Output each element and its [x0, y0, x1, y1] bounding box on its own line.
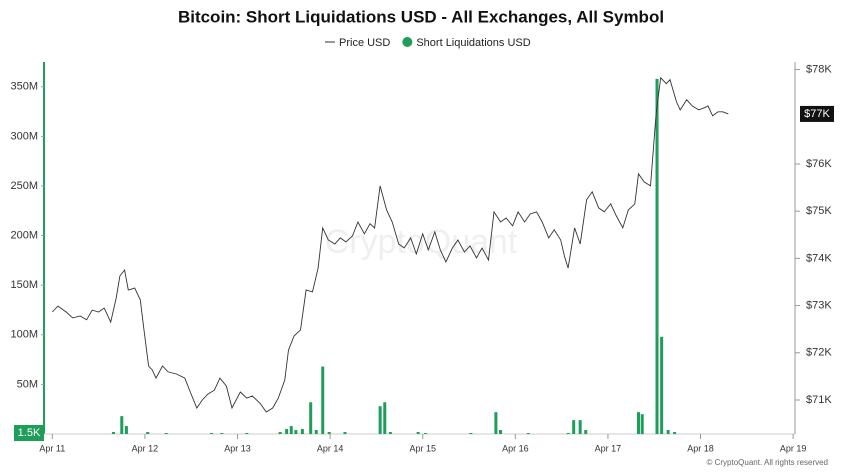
legend-label: Price USD	[339, 37, 390, 49]
bar	[314, 430, 318, 434]
footer: © CryptoQuant. All rights reserved	[707, 458, 829, 467]
legend-dot	[402, 37, 413, 47]
bar	[640, 414, 644, 434]
liquidation-badge-label: 1.5K	[18, 427, 41, 439]
bar	[655, 78, 659, 434]
y-tick-label: 300M	[10, 130, 38, 142]
y-tick-label: 350M	[10, 81, 38, 93]
bar	[210, 433, 214, 434]
bar	[660, 336, 664, 434]
legend-label: Short Liquidations USD	[416, 37, 530, 49]
bar	[111, 432, 115, 434]
x-tick-label: Apr 11	[39, 443, 65, 453]
x-tick-label: Apr 15	[409, 443, 436, 453]
legend: Price USD Short Liquidations USD	[325, 37, 531, 49]
bar	[584, 430, 588, 434]
bar	[578, 420, 582, 434]
x-tick-label: Apr 12	[132, 443, 159, 453]
y2-tick-label: $76K	[806, 158, 832, 170]
bar	[285, 429, 289, 434]
x-tick-label: Apr 19	[780, 443, 807, 453]
bar	[499, 430, 503, 434]
y2-tick-label: $73K	[806, 300, 832, 312]
bar	[220, 433, 224, 434]
bar	[416, 432, 420, 434]
bar	[637, 412, 641, 434]
bar	[673, 432, 677, 434]
bar	[309, 402, 313, 434]
bar	[245, 433, 249, 434]
y-tick-label: 100M	[10, 329, 38, 341]
y-tick-label: 150M	[10, 279, 38, 291]
bar	[388, 432, 392, 434]
bar	[383, 402, 387, 434]
bar	[378, 406, 382, 434]
bar	[566, 433, 570, 434]
price-badge	[800, 105, 834, 122]
x-tick-label: Apr 17	[595, 443, 622, 453]
y2-tick-label: $71K	[806, 394, 832, 406]
bar	[124, 426, 128, 434]
x-tick-label: Apr 18	[687, 443, 714, 453]
bar	[164, 433, 168, 434]
bar	[526, 433, 530, 434]
bar	[494, 412, 498, 434]
bar	[424, 433, 428, 434]
y-tick-label: 250M	[10, 180, 38, 192]
bar	[294, 430, 298, 434]
x-tick-label: Apr 16	[502, 443, 529, 453]
bar	[327, 432, 331, 434]
bar	[120, 416, 124, 434]
bar	[278, 432, 282, 434]
y2-tick-label: $78K	[806, 63, 832, 75]
y2-tick-label: $72K	[806, 347, 832, 359]
bar	[146, 432, 150, 434]
liquidation-badge	[14, 425, 44, 441]
bar	[666, 430, 670, 434]
y2-tick-label: $74K	[806, 252, 832, 264]
bar	[300, 429, 304, 434]
x-tick-label: Apr 13	[224, 443, 251, 453]
price-line	[51, 76, 729, 413]
bar	[572, 420, 576, 434]
y2-tick-label: $75K	[806, 205, 832, 217]
bar	[343, 432, 347, 434]
chart-title: Bitcoin: Short Liquidations USD - All Ex…	[178, 7, 664, 26]
bar	[321, 366, 325, 434]
price-badge-label: $77K	[804, 108, 830, 120]
y-tick-label: 200M	[10, 230, 38, 242]
bar	[289, 426, 293, 434]
bar	[469, 433, 473, 434]
y-tick-label: 50M	[17, 378, 38, 390]
x-tick-label: Apr 14	[317, 443, 344, 453]
